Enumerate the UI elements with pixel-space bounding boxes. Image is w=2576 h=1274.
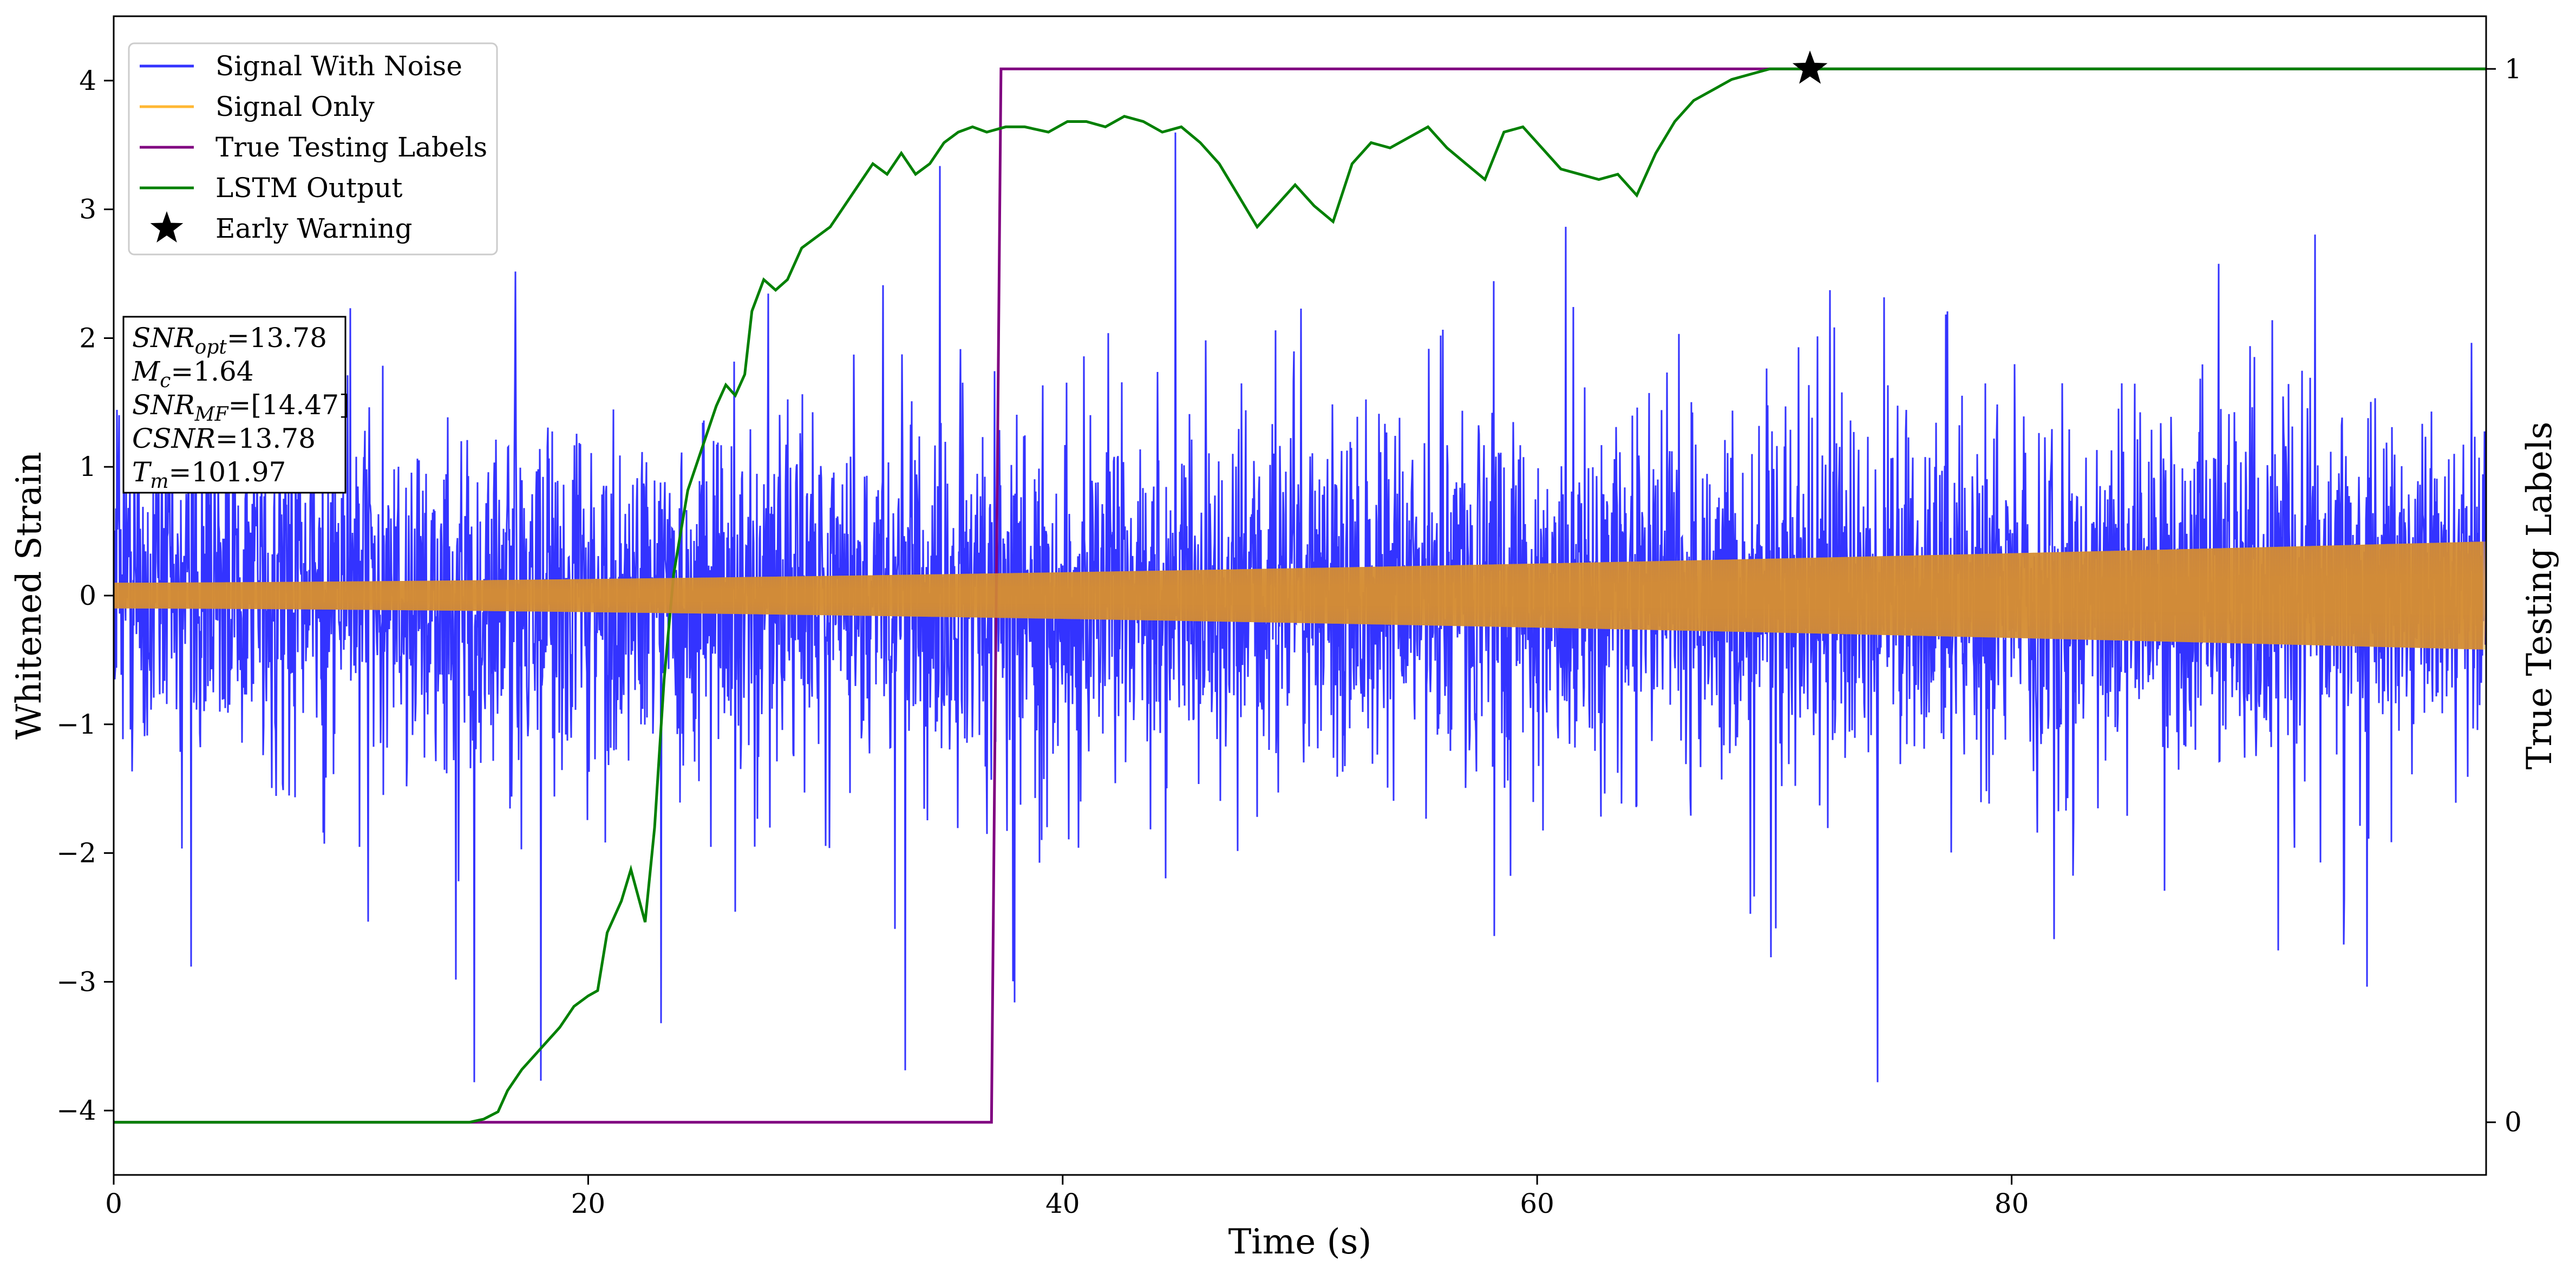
- y-tick-label: −1: [56, 709, 96, 740]
- x-tick-label: 60: [1520, 1188, 1554, 1219]
- y-tick-label: −2: [56, 838, 96, 869]
- y-axis-left: −4 −3 −2 −1 0 1 2 3 4: [56, 65, 114, 1126]
- annotation-line: SNRMF=[14.47]: [132, 389, 350, 426]
- x-tick-label: 0: [105, 1188, 122, 1219]
- annotation-frame: [122, 316, 346, 494]
- x-tick-label: 80: [1995, 1188, 2029, 1219]
- y-tick-label: 4: [79, 65, 96, 96]
- annotation-line: Tm=101.97: [132, 456, 286, 493]
- plot-area: [114, 67, 2486, 1124]
- y-axis-right-title: True Testing Labels: [2520, 422, 2560, 770]
- y-axis-right: 01: [2486, 53, 2522, 1138]
- legend: Signal With Noise Signal Only True Testing…: [128, 42, 498, 256]
- y-tick-label: 1: [79, 451, 96, 482]
- legend-label: LSTM Output: [215, 172, 402, 204]
- legend-label: Early Warning: [215, 213, 413, 244]
- x-axis: 0 20 40 60 80: [105, 1175, 2029, 1219]
- x-tick-label: 20: [571, 1188, 606, 1219]
- y-tick-label: −4: [56, 1095, 96, 1126]
- y-tick-label: 2: [79, 322, 96, 354]
- early-warning-marker: [1792, 50, 1828, 84]
- y-tick-label: 0: [79, 580, 96, 611]
- early-warning-layer: [1792, 50, 1828, 84]
- annotation-line: Mc=1.64: [132, 356, 254, 392]
- series-lstm-output: [114, 67, 2486, 1124]
- annotation-box: SNRopt=13.78Mc=1.64SNRMF=[14.47]CSNR=13.…: [122, 316, 350, 494]
- y-tick-label: −3: [56, 966, 96, 997]
- y-tick-label: 3: [79, 194, 96, 225]
- y-axis-title: Whitened Strain: [9, 452, 49, 739]
- x-axis-title: Time (s): [1228, 1222, 1372, 1262]
- legend-marker-early-warning: [150, 211, 184, 243]
- legend-box: [128, 42, 498, 256]
- legend-label: True Testing Labels: [215, 132, 487, 163]
- signal-only-envelope: [114, 541, 2483, 650]
- y-right-tick-label: 1: [2505, 53, 2522, 84]
- legend-label: Signal With Noise: [215, 50, 462, 82]
- legend-label: Signal Only: [215, 91, 375, 122]
- y-right-tick-label: 0: [2505, 1107, 2522, 1138]
- annotation-line: SNRopt=13.78: [132, 322, 327, 358]
- x-tick-label: 40: [1045, 1188, 1080, 1219]
- annotation-line: CSNR=13.78: [132, 423, 316, 454]
